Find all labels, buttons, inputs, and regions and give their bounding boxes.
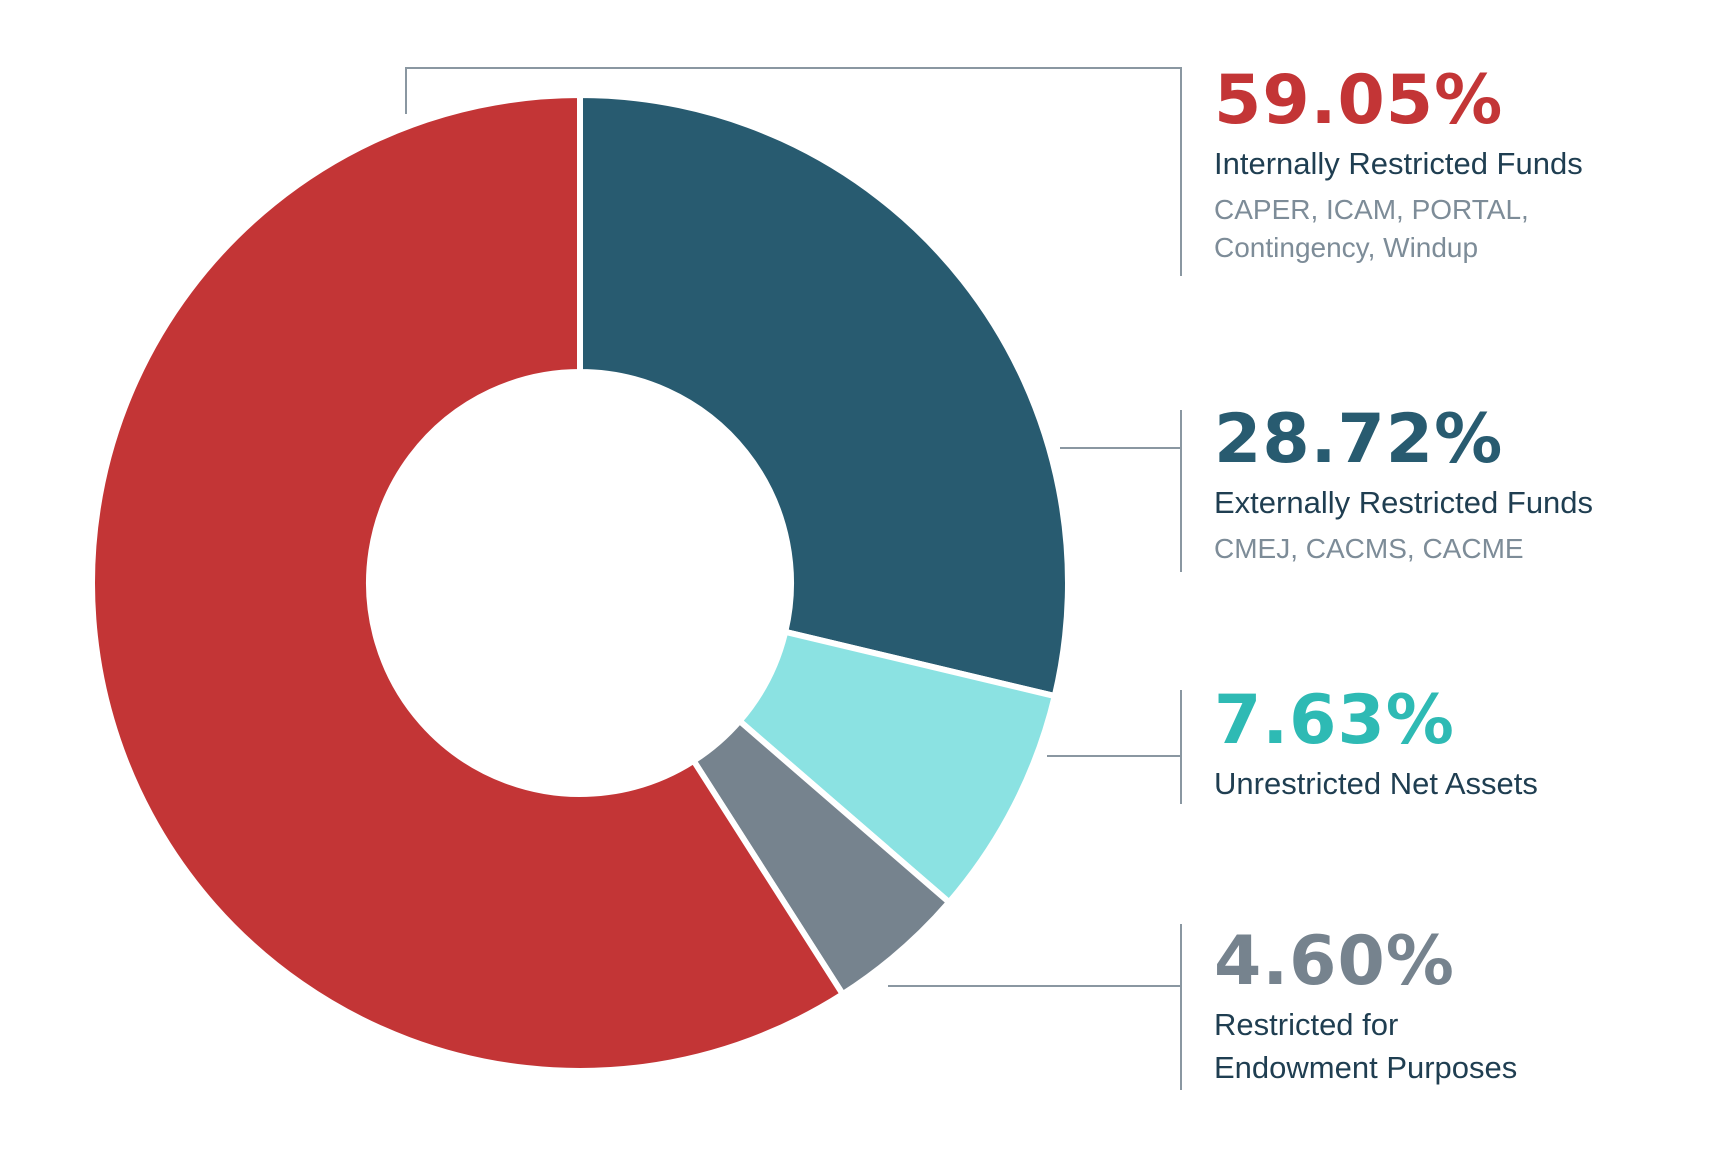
legend-endowment-purposes: 4.60% Restricted for Endowment Purposes bbox=[1214, 925, 1517, 1089]
pct-internally-restricted: 59.05% bbox=[1214, 61, 1504, 140]
slice-internally-restricted bbox=[89, 91, 847, 1074]
sublabel-internally-restricted-line1: CAPER, ICAM, PORTAL, bbox=[1214, 194, 1529, 225]
label-unrestricted-net-assets: Unrestricted Net Assets bbox=[1214, 766, 1538, 801]
label-internally-restricted: Internally Restricted Funds bbox=[1214, 146, 1583, 181]
donut-slices bbox=[89, 91, 1071, 1074]
legend-internally-restricted: 59.05% Internally Restricted Funds CAPER… bbox=[1214, 64, 1583, 267]
slice-externally-restricted bbox=[577, 91, 1071, 700]
pct-unrestricted-net-assets: 7.63% bbox=[1214, 681, 1455, 760]
sublabel-internally-restricted-line2: Contingency, Windup bbox=[1214, 232, 1479, 263]
label-externally-restricted: Externally Restricted Funds bbox=[1214, 485, 1594, 520]
pct-endowment-purposes: 4.60% bbox=[1214, 922, 1455, 1001]
legend-externally-restricted: 28.72% Externally Restricted Funds CMEJ,… bbox=[1214, 403, 1593, 568]
label-endowment-purposes-line2: Endowment Purposes bbox=[1214, 1050, 1518, 1085]
legend-unrestricted-net-assets: 7.63% Unrestricted Net Assets bbox=[1214, 684, 1538, 805]
leader-lines bbox=[405, 67, 1182, 1090]
label-endowment-purposes-line1: Restricted for bbox=[1214, 1007, 1399, 1042]
pct-externally-restricted: 28.72% bbox=[1214, 400, 1504, 479]
leader-internally-restricted bbox=[405, 67, 1182, 276]
sublabel-externally-restricted: CMEJ, CACMS, CACME bbox=[1214, 533, 1524, 564]
